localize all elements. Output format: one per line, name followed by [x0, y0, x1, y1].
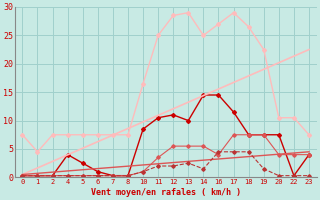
- X-axis label: Vent moyen/en rafales ( km/h ): Vent moyen/en rafales ( km/h ): [91, 188, 241, 197]
